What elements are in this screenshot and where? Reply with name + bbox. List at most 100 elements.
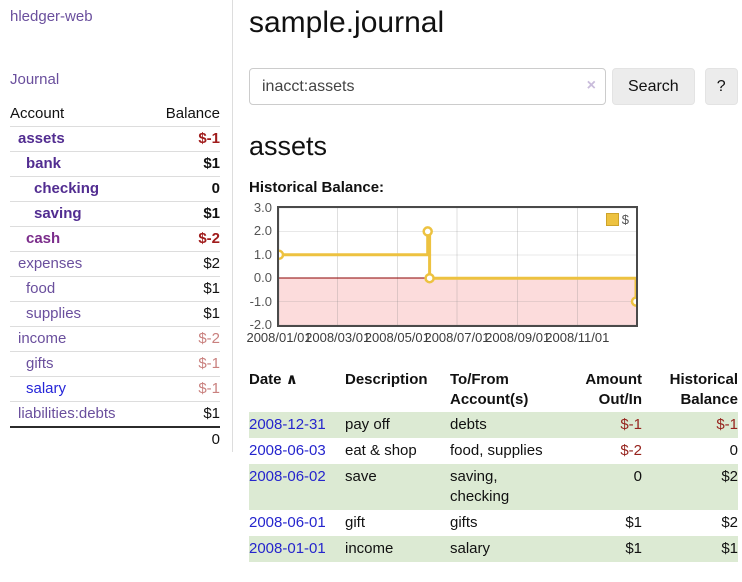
account-balance: $1 [148,301,220,327]
y-axis-tick-label: 0.0 [253,270,272,286]
account-name-link[interactable]: gifts [26,355,54,372]
register-row: 2008-01-01 income salary $1 $1 [249,536,738,562]
register-balance: $2 [642,464,738,510]
account-row: checking 0 [10,176,220,202]
register-description: gift [345,514,366,531]
account-balance: $-1 [148,126,220,152]
accounts-total-row: 0 [10,426,220,452]
x-axis-tick-label: 2008/07/01 [424,330,490,345]
brand-link[interactable]: hledger-web [10,8,93,25]
register-accounts: debts [450,412,566,438]
account-row: liabilities:debts $1 [10,402,220,428]
search-form: × Search ? [249,68,738,105]
account-name-link[interactable]: liabilities:debts [18,405,116,422]
x-axis-tick-label: 2008/05/01 [364,330,430,345]
register-header-date-label: Date [249,371,282,388]
register-header-accounts: To/From Account(s) [450,371,529,408]
y-axis-tick-label: 3.0 [253,200,272,215]
account-row: expenses $2 [10,251,220,277]
x-axis-tick-label: 2008/09/01 [485,330,551,345]
register-balance: $2 [721,514,738,531]
register-row: 2008-12-31 pay off debts $-1 $-1 [249,412,738,438]
main-content: sample.journal × Search ? assets Histori… [233,0,742,562]
balance-chart: $ 3.0 2.0 1.0 0.0 -1.0 -2.0 2008/01/01 2008/03/… [241,200,642,345]
register-balance: $1 [642,536,738,562]
accounts-header-balance: Balance [148,102,220,127]
page-title: sample.journal [249,6,445,39]
account-balance: $1 [203,405,220,422]
account-row: salary $-1 [10,376,220,402]
register-description: eat & shop [345,442,417,459]
search-button[interactable]: Search [612,68,695,105]
register-balance: 0 [729,442,738,459]
chart-title: Historical Balance: [249,179,385,196]
sidebar-item-journal[interactable]: Journal [10,71,60,88]
register-row: 2008-06-02 save saving, checking 0 $2 [249,464,738,510]
register-amount: $1 [566,536,642,562]
sort-asc-icon: ∧ [285,371,298,388]
register-header-balance: Historical Balance [669,371,738,408]
y-axis-tick-label: 1.0 [253,246,272,262]
register-row: 2008-06-03 eat & shop food, supplies $-2 0 [249,438,738,464]
account-row: assets $-1 [10,126,220,152]
help-button[interactable]: ? [704,68,738,105]
app-window: hledger-web Journal Account Balance asse… [10,0,742,562]
accounts-table: Account Balance assets $-1 bank $1 checking 0… [10,102,220,452]
x-axis-tick-label: 2008/03/01 [305,330,371,345]
account-name-link[interactable]: bank [26,155,62,172]
register-balance: $-1 [642,412,738,438]
account-row: cash $-2 [10,226,220,252]
account-name-link[interactable]: income [18,330,67,347]
register-description: pay off [345,412,450,438]
register-amount: $1 [625,514,642,531]
register-amount: 0 [566,464,642,510]
account-row: food $1 [10,276,220,302]
account-name-link[interactable]: cash [26,230,61,247]
account-balance: $1 [148,276,220,302]
y-axis-tick-label: 2.0 [253,223,272,239]
account-name-link[interactable]: assets [18,130,65,147]
account-name-link[interactable]: checking [34,180,100,197]
account-name-link[interactable]: expenses [18,255,83,272]
register-date-link[interactable]: 2008-06-02 [249,468,326,485]
register-date-link[interactable]: 2008-06-01 [249,514,326,531]
register-description: save [345,464,450,510]
register-date-link[interactable]: 2008-06-03 [249,442,326,459]
account-row: income $-2 [10,326,220,352]
register-header-date[interactable]: Date ∧ [249,368,345,412]
account-name-link[interactable]: salary [26,380,67,397]
account-name-link[interactable]: saving [34,205,82,222]
register-date-link[interactable]: 2008-01-01 [249,540,326,557]
account-name-link[interactable]: food [26,280,56,297]
register-amount: $-2 [620,442,642,459]
register-accounts: salary [450,536,566,562]
account-balance: 0 [148,176,220,202]
chart-plot-area [273,206,642,327]
account-name-link[interactable]: supplies [26,305,82,322]
account-balance: $2 [148,251,220,277]
register-header-amount: Amount Out/In [585,371,642,408]
accounts-total-value: 0 [148,426,220,452]
account-balance: $-1 [148,376,220,402]
account-row: gifts $-1 [10,351,220,377]
accounts-header-account: Account [10,102,149,127]
account-row: supplies $1 [10,301,220,327]
register-accounts: food, supplies [450,442,543,459]
y-axis-tick-label: -1.0 [249,293,272,309]
register-date-link[interactable]: 2008-12-31 [249,416,326,433]
register-accounts: saving, checking [450,464,566,510]
account-balance: $1 [148,151,220,177]
account-row: saving $1 [10,201,220,227]
clear-search-icon[interactable]: × [586,77,596,94]
register-description: income [345,536,450,562]
register-accounts: gifts [450,514,478,531]
register-header-description: Description [345,371,428,388]
legend-swatch-icon [605,213,619,226]
x-axis-tick-label: 2008/11/01 [545,330,610,345]
search-box: × [249,68,606,105]
register-table: Date ∧ Description To/From Account(s) Am… [249,368,738,562]
register-amount: $-1 [566,412,642,438]
account-heading: assets [249,131,328,161]
legend-label: $ [621,212,629,227]
search-input[interactable] [249,68,606,105]
